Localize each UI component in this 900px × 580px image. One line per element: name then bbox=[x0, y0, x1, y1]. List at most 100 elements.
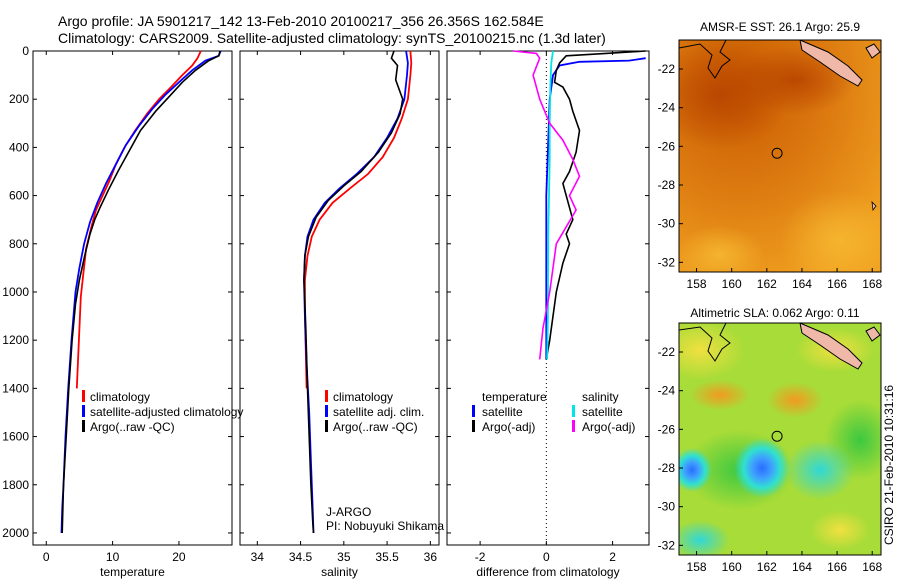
island-small bbox=[871, 200, 877, 212]
salinity-profile-panel: 34 34.5 35 35.5 36 salinity bbox=[239, 50, 440, 579]
map-y-tick-label: -32 bbox=[658, 255, 676, 269]
legend-swatch-sal-argo bbox=[572, 420, 575, 432]
map-y-tick-label: -26 bbox=[658, 139, 676, 153]
legend-swatch-climatology bbox=[82, 390, 85, 402]
sla-map bbox=[679, 323, 881, 555]
sla-low-eddy bbox=[734, 438, 790, 498]
y-tick-label: 0 bbox=[22, 44, 29, 58]
x-axis-label: difference from climatology bbox=[476, 565, 619, 579]
x-tick-label: 36 bbox=[424, 550, 438, 564]
map-y-tick-label: -24 bbox=[658, 101, 676, 115]
legend-swatch-argo bbox=[325, 420, 328, 432]
x-tick-label: 0 bbox=[43, 550, 50, 564]
sst-cool-patch bbox=[780, 190, 881, 272]
x-tick-label: 35.5 bbox=[375, 550, 399, 564]
y-tick-label: 400 bbox=[9, 140, 29, 154]
sla-low-eddy bbox=[679, 448, 712, 492]
legend-swatch-sal-satellite bbox=[572, 405, 575, 417]
map-x-tick-label: 168 bbox=[862, 277, 882, 291]
program-label: J-ARGO bbox=[326, 505, 371, 519]
temperature-profile-panel: 0 10 2002004006008001000120014001600180020… bbox=[2, 44, 233, 579]
x-tick-label: 35 bbox=[337, 550, 351, 564]
sla-yellow-patch bbox=[810, 510, 870, 550]
series-line-argo-adj- bbox=[545, 50, 646, 360]
map-y-tick-label: -22 bbox=[658, 345, 676, 359]
sla-cyan-patch bbox=[679, 520, 730, 555]
sst-map-frame bbox=[678, 39, 882, 273]
x-tick-label: 2 bbox=[609, 550, 616, 564]
y-tick-label: 2000 bbox=[2, 526, 29, 540]
sst-map bbox=[679, 40, 881, 272]
x-tick-label: 34.5 bbox=[289, 550, 313, 564]
map-y-tick-label: -24 bbox=[658, 384, 676, 398]
map-x-tick-label: 164 bbox=[792, 277, 812, 291]
sst-map-axes: 158 160 162 164 166 168 -22 -24 -26 -28 -30 -32 bbox=[658, 62, 883, 291]
map-y-tick-label: -30 bbox=[658, 217, 676, 231]
plot-frame bbox=[32, 50, 233, 546]
sla-orange-patch bbox=[767, 382, 823, 418]
map-y-tick-label: -28 bbox=[658, 178, 676, 192]
map-y-tick-label: -32 bbox=[658, 538, 676, 552]
y-tick-label: 1000 bbox=[2, 285, 29, 299]
map-x-tick-label: 160 bbox=[722, 560, 742, 574]
series-line-argo-raw-qc- bbox=[303, 50, 404, 534]
x-tick-label: 34 bbox=[251, 550, 265, 564]
coastline bbox=[679, 323, 731, 362]
y-tick-label: 1600 bbox=[2, 430, 29, 444]
map-y-tick-label: -26 bbox=[658, 422, 676, 436]
series-line-argo-raw-qc- bbox=[61, 50, 221, 534]
header-line-1: Argo profile: JA 5901217_142 13-Feb-2010… bbox=[58, 13, 544, 29]
x-tick-label: 10 bbox=[106, 550, 120, 564]
island-new-caledonia bbox=[799, 323, 863, 370]
legend-swatch-argo bbox=[82, 420, 85, 432]
map-x-tick-label: 158 bbox=[687, 560, 707, 574]
map-x-tick-label: 166 bbox=[827, 277, 847, 291]
x-axis-label: temperature bbox=[100, 565, 165, 579]
y-tick-label: 200 bbox=[9, 92, 29, 106]
pi-label: PI: Nobuyuki Shikama bbox=[326, 519, 444, 533]
map-x-tick-label: 164 bbox=[792, 560, 812, 574]
x-tick-label: 0 bbox=[543, 550, 550, 564]
series-line-satellite bbox=[546, 50, 554, 360]
map-x-tick-label: 166 bbox=[827, 560, 847, 574]
temperature-legend: climatology satellite-adjusted climatolo… bbox=[82, 390, 243, 434]
y-tick-label: 1800 bbox=[2, 478, 29, 492]
legend-label: Argo(-adj) bbox=[582, 420, 635, 434]
legend-label: Argo(-adj) bbox=[482, 420, 535, 434]
island-loyalty bbox=[865, 326, 881, 342]
sla-map-frame bbox=[678, 322, 882, 556]
y-tick-label: 600 bbox=[9, 189, 29, 203]
sla-yellow-patch bbox=[679, 323, 745, 380]
legend-label: Argo(..raw -QC) bbox=[333, 420, 418, 434]
plot-frame bbox=[239, 50, 440, 546]
timestamp: CSIRO 21-Feb-2010 10:31:16 bbox=[882, 385, 896, 545]
sla-map-axes: 158 160 162 164 166 168 -22 -24 -26 -28 -30 -32 bbox=[658, 345, 883, 574]
legend-label: satellite bbox=[482, 405, 523, 419]
sla-orange-patch bbox=[690, 380, 750, 410]
legend-swatch-climatology bbox=[325, 390, 328, 402]
series-line-argo-adj- bbox=[513, 50, 581, 360]
map-y-tick-label: -22 bbox=[658, 62, 676, 76]
sst-warm-patch bbox=[735, 45, 855, 115]
legend-header-temperature: temperature bbox=[482, 390, 547, 404]
legend-label: climatology bbox=[90, 390, 150, 404]
y-tick-label: 800 bbox=[9, 237, 29, 251]
legend-swatch-temp-satellite bbox=[472, 405, 475, 417]
map-x-tick-label: 158 bbox=[687, 277, 707, 291]
header-line-2: Climatology: CARS2009. Satellite-adjuste… bbox=[58, 30, 606, 46]
map-x-tick-label: 162 bbox=[757, 560, 777, 574]
legend-label: satellite-adjusted climatology bbox=[90, 405, 243, 419]
coastline bbox=[679, 40, 731, 79]
island-new-caledonia bbox=[799, 40, 863, 87]
map-y-tick-label: -28 bbox=[658, 461, 676, 475]
legend-swatch-satellite bbox=[82, 405, 85, 417]
legend-header-salinity: salinity bbox=[582, 390, 619, 404]
legend-label: climatology bbox=[333, 390, 393, 404]
map-x-tick-label: 162 bbox=[757, 277, 777, 291]
salinity-legend: climatology satellite adj. clim. Argo(..… bbox=[325, 390, 424, 434]
legend-label: satellite adj. clim. bbox=[333, 405, 424, 419]
legend-label: Argo(..raw -QC) bbox=[90, 420, 175, 434]
x-tick-label: 20 bbox=[172, 550, 186, 564]
